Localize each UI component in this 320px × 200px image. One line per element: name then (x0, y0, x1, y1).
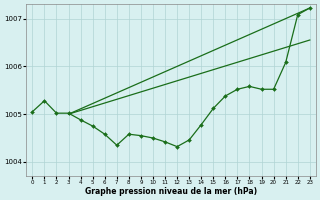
X-axis label: Graphe pression niveau de la mer (hPa): Graphe pression niveau de la mer (hPa) (85, 187, 257, 196)
